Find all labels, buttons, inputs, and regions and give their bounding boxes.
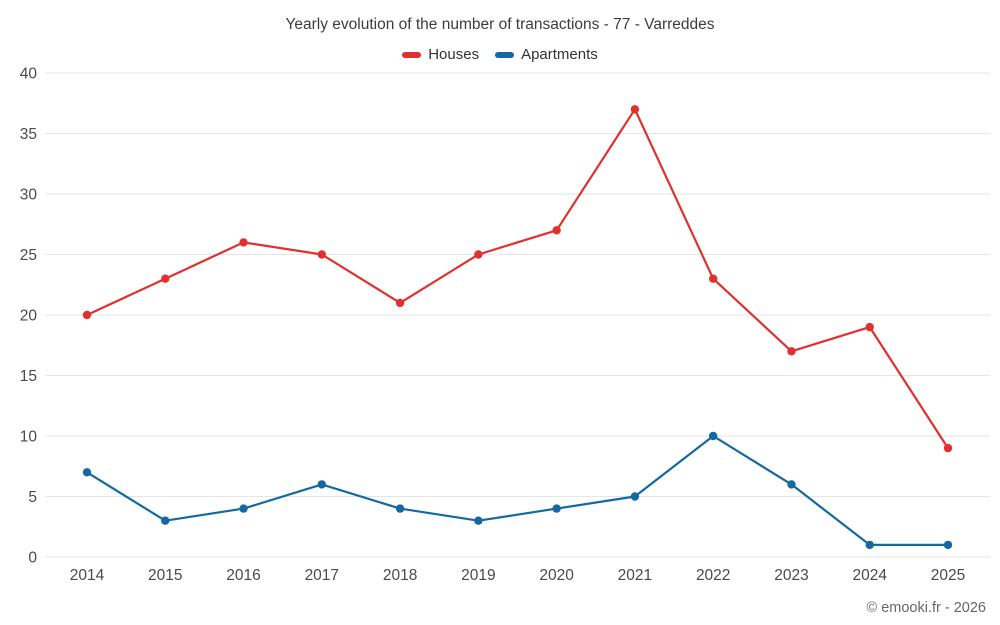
y-tick-label-35: 35 xyxy=(20,126,37,143)
series-houses-point-2019[interactable] xyxy=(474,250,483,259)
houses-legend-marker-icon xyxy=(402,51,422,58)
series-apartments-point-2018[interactable] xyxy=(395,504,405,513)
series-houses-point-2016[interactable] xyxy=(239,238,248,247)
y-tick-label-15: 15 xyxy=(20,368,37,385)
x-tick-label-2023: 2023 xyxy=(774,567,808,584)
x-tick-label-2018: 2018 xyxy=(383,567,417,584)
y-tick-label-30: 30 xyxy=(20,187,38,204)
series-houses-line xyxy=(85,108,950,450)
series-houses-point-2022[interactable] xyxy=(708,274,718,283)
series-apartments-point-2020[interactable] xyxy=(552,504,561,513)
series-houses-point-2018[interactable] xyxy=(395,298,405,308)
series-apartments-point-2024[interactable] xyxy=(865,540,874,550)
series-houses-point-2020[interactable] xyxy=(552,226,561,235)
series-houses-point-2014[interactable] xyxy=(82,310,92,320)
y-tick-label-10: 10 xyxy=(20,429,38,446)
y-tick-label-20: 20 xyxy=(20,308,38,325)
legend-item-apartments[interactable]: Apartments xyxy=(495,46,598,63)
x-tick-label-2015: 2015 xyxy=(148,567,182,584)
x-tick-label-2014: 2014 xyxy=(70,567,105,584)
series-apartments-point-2025[interactable] xyxy=(943,540,953,550)
series-apartments-point-2022[interactable] xyxy=(708,431,718,441)
chart-title: Yearly evolution of the number of transa… xyxy=(285,16,715,33)
series-houses-point-2021[interactable] xyxy=(630,105,640,114)
series-apartments-point-2015[interactable] xyxy=(161,516,170,525)
series-apartments-point-2014[interactable] xyxy=(82,468,92,477)
series-apartments-point-2017[interactable] xyxy=(317,480,327,489)
legend: Houses Apartments xyxy=(0,46,1000,63)
y-tick-label-25: 25 xyxy=(20,247,37,264)
copyright: © emooki.fr - 2026 xyxy=(866,600,986,616)
y-tick-label-40: 40 xyxy=(20,66,38,83)
y-tick-label-5: 5 xyxy=(28,489,37,506)
x-tick-label-2019: 2019 xyxy=(461,567,495,584)
x-tick-label-2016: 2016 xyxy=(226,567,260,584)
x-tick-label-2022: 2022 xyxy=(696,567,730,584)
legend-item-houses[interactable]: Houses xyxy=(402,46,479,63)
series-houses-point-2023[interactable] xyxy=(787,347,796,356)
series-apartments-point-2021[interactable] xyxy=(630,492,640,501)
series-houses-point-2017[interactable] xyxy=(317,250,327,259)
legend-label-houses: Houses xyxy=(428,46,480,63)
series-apartments-point-2023[interactable] xyxy=(787,480,796,489)
legend-label-apartments: Apartments xyxy=(521,46,598,63)
x-tick-label-2017: 2017 xyxy=(305,567,339,584)
apartments-legend-marker-icon xyxy=(495,51,515,58)
x-tick-label-2021: 2021 xyxy=(618,567,652,584)
series-houses-point-2015[interactable] xyxy=(161,274,170,283)
series-apartments-point-2019[interactable] xyxy=(474,516,483,525)
y-tick-label-0: 0 xyxy=(28,550,37,567)
series-houses-point-2024[interactable] xyxy=(865,322,874,332)
x-tick-label-2020: 2020 xyxy=(539,567,574,584)
series-houses-point-2025[interactable] xyxy=(943,443,953,453)
series-apartments-point-2016[interactable] xyxy=(239,504,248,513)
series-apartments-line xyxy=(85,434,950,547)
x-tick-label-2024: 2024 xyxy=(852,567,887,584)
x-tick-label-2025: 2025 xyxy=(931,567,965,584)
